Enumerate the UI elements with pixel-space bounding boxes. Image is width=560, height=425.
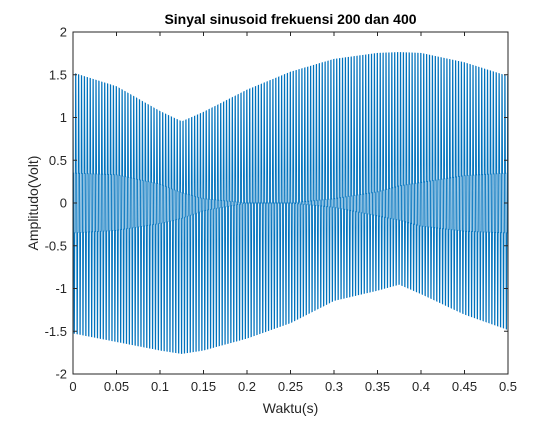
x-tick-label: 0.1 [151, 379, 169, 394]
y-ticks: -2 -1.5 -1 -0.5 0 0.5 1 1.5 2 [45, 25, 508, 382]
x-tick-label: 0.4 [412, 379, 430, 394]
y-tick-label: -0.5 [45, 238, 67, 253]
y-axis-label: Amplitudo(Volt) [25, 156, 41, 251]
x-tick-label: 0.3 [325, 379, 343, 394]
x-axis-label: Waktu(s) [263, 400, 318, 416]
y-tick-label: -2 [55, 367, 67, 382]
x-tick-label: 0.2 [238, 379, 256, 394]
x-tick-label: 0.45 [452, 379, 477, 394]
y-tick-label: 1 [60, 110, 67, 125]
x-tick-label: 0.5 [499, 379, 517, 394]
signal-layer [72, 52, 509, 355]
x-tick-label: 0.25 [278, 379, 303, 394]
x-tick-label: 0.15 [191, 379, 216, 394]
y-tick-label: -1 [55, 281, 67, 296]
x-tick-label: 0.05 [104, 379, 129, 394]
x-ticks: 0 0.05 0.1 0.15 0.2 0.25 0.3 0.35 0.4 0.45 0.5 [69, 32, 517, 394]
y-tick-label: 0.5 [49, 153, 67, 168]
signal-line [72, 52, 509, 355]
x-tick-label: 0 [69, 379, 76, 394]
y-tick-label: 0 [60, 196, 67, 211]
y-tick-label: 2 [60, 25, 67, 40]
y-tick-label: -1.5 [45, 324, 67, 339]
y-tick-label: 1.5 [49, 67, 67, 82]
x-tick-label: 0.35 [365, 379, 390, 394]
chart-title: Sinyal sinusoid frekuensi 200 dan 400 [164, 11, 416, 27]
